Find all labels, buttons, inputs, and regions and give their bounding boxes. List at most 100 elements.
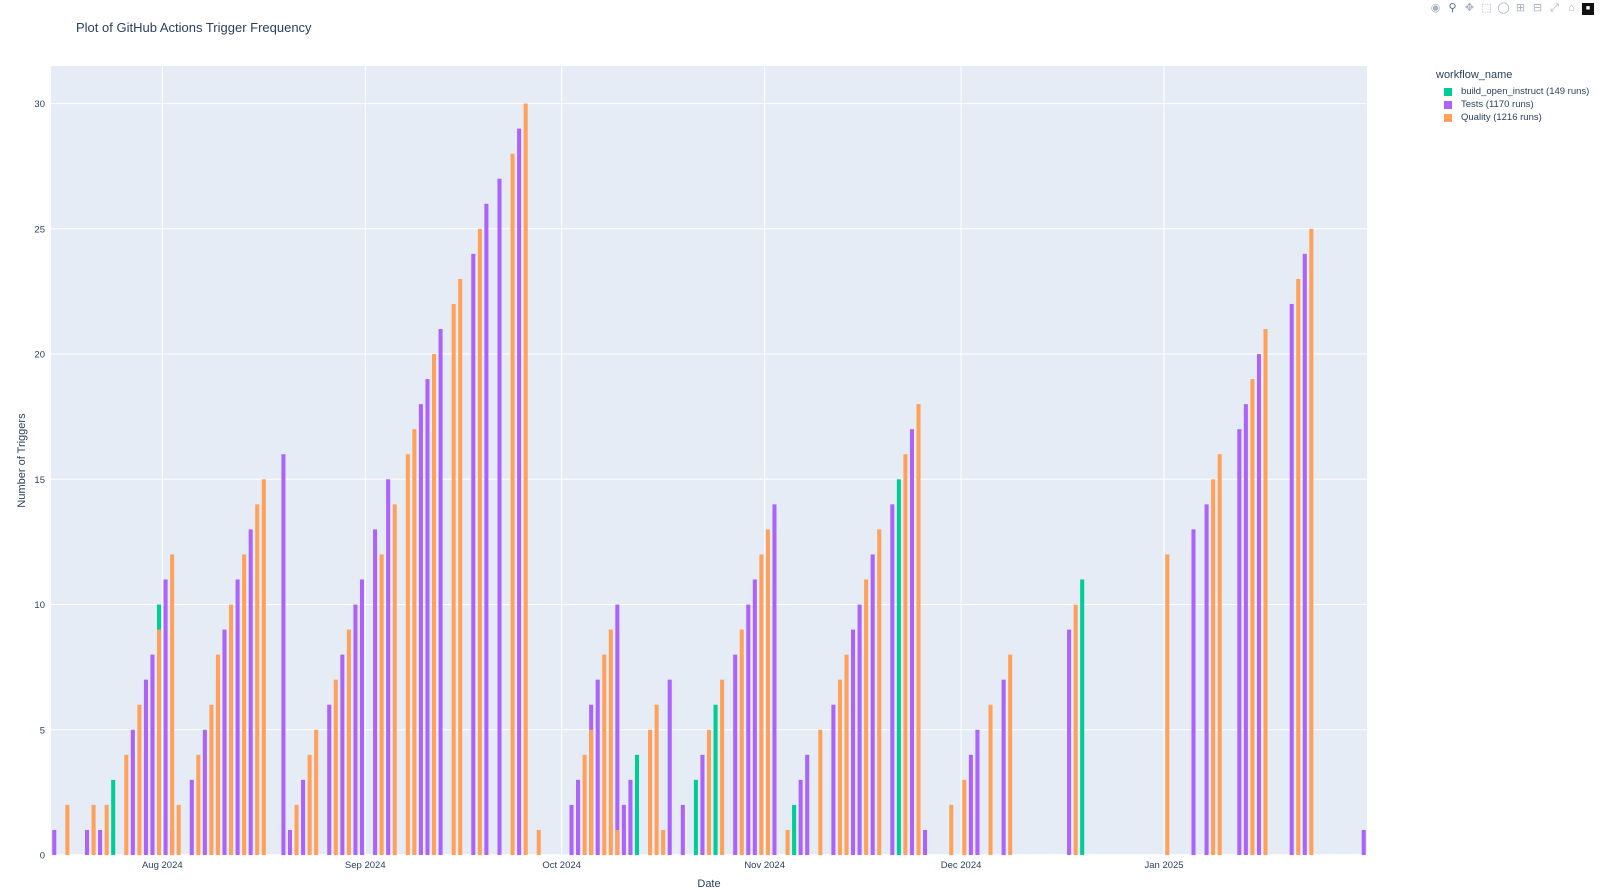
bar-quality[interactable] xyxy=(615,829,620,855)
bar-tests[interactable] xyxy=(438,329,443,855)
bar-quality[interactable] xyxy=(785,829,790,855)
bar-quality[interactable] xyxy=(1008,654,1013,855)
bar-build-open-instruct[interactable] xyxy=(713,704,718,855)
bar-quality[interactable] xyxy=(510,153,515,855)
bar-quality[interactable] xyxy=(1296,278,1301,855)
bar-tests[interactable] xyxy=(189,779,194,855)
bar-tests[interactable] xyxy=(327,704,332,855)
pan-icon[interactable]: ✥ xyxy=(1464,2,1475,14)
bar-build-open-instruct[interactable] xyxy=(634,754,640,855)
bar-quality[interactable] xyxy=(104,804,109,855)
bar-quality[interactable] xyxy=(654,704,659,855)
bar-quality[interactable] xyxy=(346,629,351,855)
bar-tests[interactable] xyxy=(1191,529,1196,855)
bar-tests[interactable] xyxy=(1243,404,1248,855)
bar-quality[interactable] xyxy=(333,679,338,855)
bar-tests[interactable] xyxy=(386,479,391,855)
bar-build-open-instruct[interactable] xyxy=(896,479,901,855)
bar-quality[interactable] xyxy=(91,804,96,855)
bar-tests[interactable] xyxy=(1256,354,1261,855)
bar-tests[interactable] xyxy=(628,779,633,855)
bar-tests[interactable] xyxy=(667,679,672,855)
autoscale-icon[interactable]: ⤢ xyxy=(1550,2,1559,14)
camera-icon[interactable]: ◉ xyxy=(1430,2,1441,14)
bar-tests[interactable] xyxy=(621,804,626,855)
bar-quality[interactable] xyxy=(431,354,437,855)
bar-quality[interactable] xyxy=(307,754,312,855)
bar-quality[interactable] xyxy=(1073,604,1078,855)
bar-quality[interactable] xyxy=(157,629,162,855)
bar-quality[interactable] xyxy=(294,804,299,855)
bar-quality[interactable] xyxy=(1217,454,1222,855)
bar-tests[interactable] xyxy=(733,654,738,855)
bar-quality[interactable] xyxy=(988,704,993,855)
bar-tests[interactable] xyxy=(923,829,928,855)
bar-tests[interactable] xyxy=(163,579,168,855)
bar-quality[interactable] xyxy=(255,504,260,855)
bar-quality[interactable] xyxy=(608,629,613,855)
bar-build-open-instruct[interactable] xyxy=(792,804,797,855)
bar-tests[interactable] xyxy=(373,529,378,855)
bar-tests[interactable] xyxy=(1001,679,1006,855)
bar-quality[interactable] xyxy=(209,704,214,855)
bar-tests[interactable] xyxy=(680,804,685,855)
bar-quality[interactable] xyxy=(962,779,967,855)
bar-quality[interactable] xyxy=(916,404,921,855)
bar-tests[interactable] xyxy=(772,504,777,855)
bar-quality[interactable] xyxy=(877,529,882,855)
bar-tests[interactable] xyxy=(471,253,476,855)
bar-tests[interactable] xyxy=(235,579,240,855)
bar-build-open-instruct[interactable] xyxy=(111,779,116,855)
bar-quality[interactable] xyxy=(314,729,319,855)
bar-tests[interactable] xyxy=(484,203,489,855)
bar-quality[interactable] xyxy=(837,679,842,855)
bar-quality[interactable] xyxy=(215,654,220,855)
bar-quality[interactable] xyxy=(242,554,247,855)
bar-quality[interactable] xyxy=(536,829,541,855)
bar-tests[interactable] xyxy=(909,429,914,855)
bar-tests[interactable] xyxy=(746,604,751,855)
bar-build-open-instruct[interactable] xyxy=(693,779,698,855)
bar-tests[interactable] xyxy=(1361,829,1366,855)
bar-quality[interactable] xyxy=(392,504,397,855)
bar-quality[interactable] xyxy=(759,554,764,855)
bar-tests[interactable] xyxy=(301,779,306,855)
bar-tests[interactable] xyxy=(615,604,620,855)
bar-quality[interactable] xyxy=(661,829,666,855)
bar-tests[interactable] xyxy=(353,604,358,855)
bar-quality[interactable] xyxy=(124,754,129,855)
lasso-select-icon[interactable]: ◯ xyxy=(1497,2,1510,14)
bar-quality[interactable] xyxy=(1211,479,1216,855)
bar-tests[interactable] xyxy=(98,829,103,855)
bar-quality[interactable] xyxy=(458,278,463,855)
bar-quality[interactable] xyxy=(523,103,528,856)
bar-tests[interactable] xyxy=(851,629,856,855)
legend-item[interactable]: Quality (1216 runs) xyxy=(1444,111,1589,124)
bar-tests[interactable] xyxy=(84,829,90,855)
bar-quality[interactable] xyxy=(196,754,201,855)
bar-quality[interactable] xyxy=(451,303,456,855)
bar-quality[interactable] xyxy=(589,729,594,855)
bar-tests[interactable] xyxy=(595,679,600,855)
bar-tests[interactable] xyxy=(890,504,895,855)
bar-build-open-instruct[interactable] xyxy=(1080,579,1085,855)
bar-quality[interactable] xyxy=(1263,329,1268,855)
bar-quality[interactable] xyxy=(379,554,384,855)
bar-tests[interactable] xyxy=(150,654,155,855)
zoom-out-icon[interactable]: ⊟ xyxy=(1532,2,1543,14)
bar-quality[interactable] xyxy=(818,729,823,855)
bar-tests[interactable] xyxy=(130,729,135,855)
bar-quality[interactable] xyxy=(844,654,849,855)
bar-tests[interactable] xyxy=(143,679,148,855)
bar-tests[interactable] xyxy=(287,829,293,855)
bar-quality[interactable] xyxy=(1250,379,1255,855)
zoom-icon[interactable]: ⚲ xyxy=(1448,2,1457,14)
bar-quality[interactable] xyxy=(261,479,266,855)
bar-tests[interactable] xyxy=(798,779,803,855)
plotly-logo-icon[interactable]: ■ xyxy=(1582,2,1594,15)
bar-tests[interactable] xyxy=(359,579,365,855)
bar-tests[interactable] xyxy=(975,729,980,855)
bar-tests[interactable] xyxy=(340,654,345,855)
bar-tests[interactable] xyxy=(202,729,207,855)
